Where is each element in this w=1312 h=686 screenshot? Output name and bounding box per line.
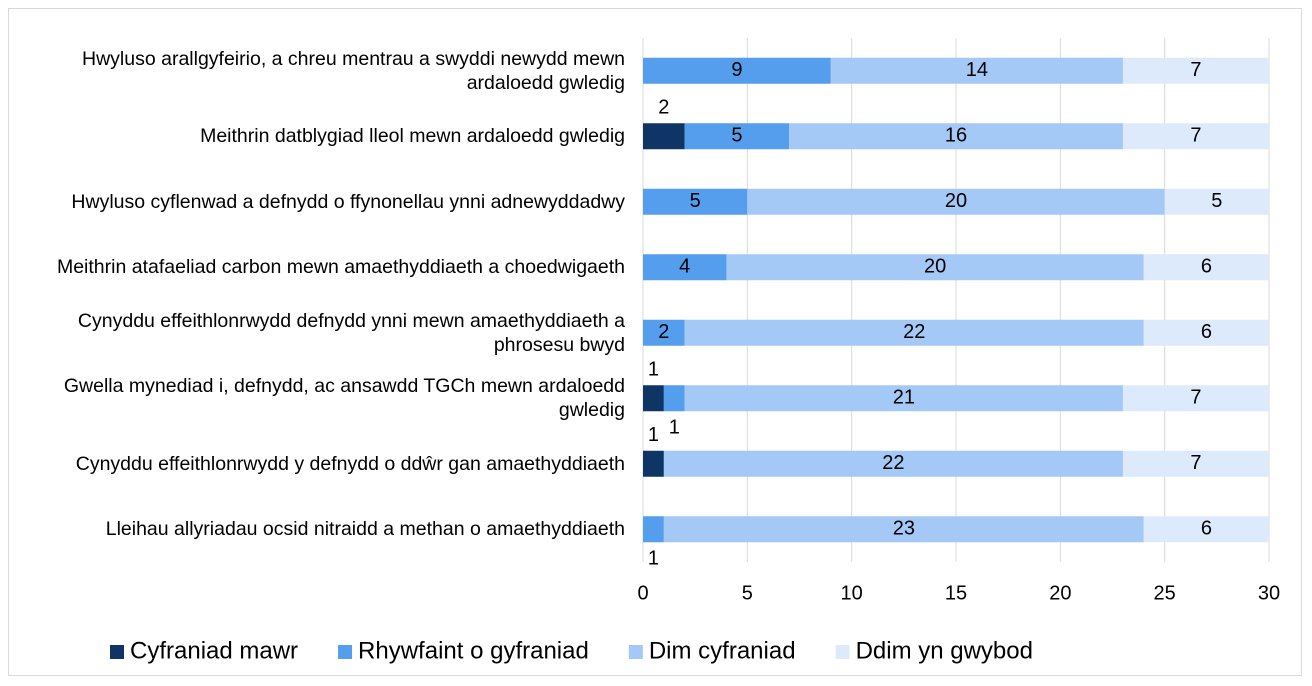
category-label: Hwyluso cyflenwad a defnydd o ffynonella… <box>71 190 625 213</box>
bar-segment <box>1122 123 1269 150</box>
data-label: 6 <box>1201 518 1212 540</box>
bar-segment <box>643 450 664 477</box>
category-label: Gwella mynediad i, defnydd, ac ansawdd T… <box>63 375 625 422</box>
data-label: 7 <box>1190 125 1201 147</box>
data-label: 7 <box>1190 452 1201 474</box>
x-tick-label: 25 <box>1154 582 1176 604</box>
x-tick-label: 10 <box>841 582 863 604</box>
x-tick-label: 30 <box>1258 582 1280 604</box>
bar-segment <box>1164 188 1269 215</box>
data-label: 9 <box>731 59 742 81</box>
bar-segment <box>1122 385 1269 412</box>
legend-swatch <box>835 645 850 659</box>
bar-segment <box>747 188 1165 215</box>
category-label: Lleihau allyriadau ocsid nitraidd a meth… <box>105 518 625 541</box>
data-label: 1 <box>648 359 659 381</box>
bar-segment <box>643 123 685 150</box>
bar-segment <box>684 123 790 150</box>
data-label: 1 <box>648 548 659 570</box>
data-label: 7 <box>1190 387 1201 409</box>
data-label: 5 <box>690 190 701 212</box>
x-tick-label: 5 <box>742 582 753 604</box>
bar-segment <box>789 123 1123 150</box>
category-label: Meithrin datblygiad lleol mewn ardaloedd… <box>200 125 625 148</box>
legend-label: Cyfraniad mawr <box>130 637 298 664</box>
data-label: 5 <box>731 125 742 147</box>
bar-segment <box>684 319 1144 346</box>
bar-segment <box>643 188 748 215</box>
bar-segment <box>1122 57 1269 84</box>
data-label: 6 <box>1201 256 1212 278</box>
data-label: 2 <box>658 97 669 119</box>
bar-segment <box>643 385 664 412</box>
data-label: 21 <box>893 387 915 409</box>
chart-frame <box>8 8 1302 676</box>
data-label: 6 <box>1201 321 1212 343</box>
bar-segment <box>663 385 685 412</box>
bar-segment <box>643 319 685 346</box>
bar-segment <box>1143 319 1269 346</box>
data-label: 20 <box>945 190 967 212</box>
data-label: 5 <box>1211 190 1222 212</box>
data-label: 22 <box>882 452 904 474</box>
category-label: Cynyddu effeithlonrwydd y defnydd o ddŵr… <box>75 452 625 475</box>
category-label: Cynyddu effeithlonrwydd defnydd ynni mew… <box>77 309 625 356</box>
legend-label: Dim cyfraniad <box>649 637 796 664</box>
data-label: 1 <box>669 417 680 439</box>
data-label: 23 <box>893 518 915 540</box>
data-label: 4 <box>679 256 690 278</box>
bar-segment <box>643 516 664 543</box>
x-tick-label: 0 <box>637 582 648 604</box>
legend-swatch <box>628 645 643 659</box>
data-label: 22 <box>903 321 925 343</box>
category-label: Meithrin atafaeliad carbon mewn amaethyd… <box>56 256 625 279</box>
data-label: 20 <box>924 256 946 278</box>
bar-segment <box>830 57 1123 84</box>
bar-segment <box>643 254 727 281</box>
legend-label: Rhywfaint o gyfraniad <box>358 637 589 664</box>
bar-segment <box>1143 254 1269 281</box>
data-label: 1 <box>648 424 659 446</box>
data-label: 7 <box>1190 59 1201 81</box>
legend-swatch <box>338 645 353 659</box>
bar-segment <box>643 57 831 84</box>
legend-swatch <box>110 645 124 659</box>
bar-segment <box>726 254 1144 281</box>
data-label: 16 <box>945 125 967 147</box>
x-tick-label: 15 <box>945 582 967 604</box>
data-label: 14 <box>966 59 988 81</box>
bar-segment <box>684 385 1123 412</box>
bar-segment <box>1143 516 1269 543</box>
legend-label: Ddim yn gwybod <box>856 637 1033 664</box>
bar-segment <box>1122 450 1269 477</box>
bar-segment <box>663 450 1123 477</box>
bar-segment <box>663 516 1144 543</box>
data-label: 2 <box>658 321 669 343</box>
category-label: Hwyluso arallgyfeirio, a chreu mentrau a… <box>82 47 625 94</box>
x-tick-label: 20 <box>1049 582 1071 604</box>
